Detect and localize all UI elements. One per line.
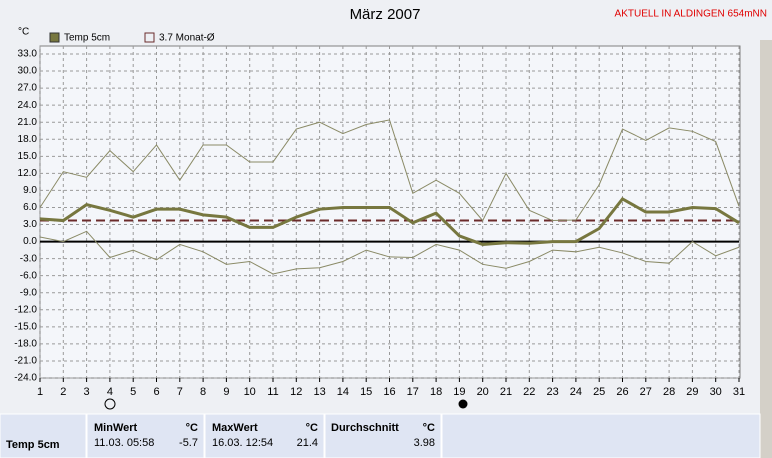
y-tick-label: 30.0 [18,66,38,77]
x-tick-label: 28 [663,386,675,398]
legend-swatch [49,32,60,43]
series-line [39,197,740,246]
table-cell [441,413,761,458]
x-tick-label: 19 [453,386,465,398]
col-title: MaxWert [212,422,258,434]
col-title: Durchschnitt [331,422,399,434]
col-unit: °C [423,422,435,434]
moon-icon [104,398,116,410]
y-tick-label: 21.0 [18,117,38,128]
row-label: Temp 5cm [6,439,60,451]
col-value: -5.7 [179,437,198,449]
x-tick-label: 25 [593,386,605,398]
x-tick-label: 4 [107,386,113,398]
y-tick-label: 3.0 [23,219,37,230]
legend-swatch [144,32,155,43]
y-tick-label: 0.0 [23,236,37,247]
y-tick-label: 18.0 [18,134,38,145]
y-tick-label: 15.0 [18,151,38,162]
x-tick-label: 17 [407,386,419,398]
x-tick-label: 29 [686,386,698,398]
x-tick-label: 5 [130,386,136,398]
y-tick-label: 12.0 [18,168,38,179]
table-cell [0,413,87,458]
series-line [39,230,740,275]
x-tick-label: 20 [477,386,489,398]
x-tick-label: 15 [360,386,372,398]
x-tick-label: 24 [570,386,582,398]
stats-table: Temp 5cm MinWert °C 11.03. 05:58 -5.7 Ma… [0,413,761,458]
y-tick-label: 9.0 [23,185,37,196]
x-tick-label: 6 [153,386,159,398]
legend-label: Temp 5cm [64,33,110,44]
x-tick-label: 8 [200,386,206,398]
x-tick-label: 3 [84,386,90,398]
x-tick-label: 22 [523,386,535,398]
col-value: 3.98 [414,437,435,449]
y-tick-label: 27.0 [18,83,38,94]
x-tick-label: 27 [640,386,652,398]
y-tick-label: 6.0 [23,202,37,213]
scroll-edge [760,40,772,458]
x-tick-label: 7 [177,386,183,398]
y-axis-label: °C [18,27,29,38]
x-tick-label: 23 [546,386,558,398]
annotation: AKTUELL IN ALDINGEN 654mNN [615,9,767,20]
x-tick-label: 1 [37,386,43,398]
x-tick-label: 18 [430,386,442,398]
x-tick-label: 13 [313,386,325,398]
y-tick-label: -12.0 [14,304,37,315]
table-cell [204,413,325,458]
x-tick-label: 14 [337,386,349,398]
x-tick-label: 26 [616,386,628,398]
x-tick-label: 30 [710,386,722,398]
x-tick-label: 21 [500,386,512,398]
y-tick-label: 24.0 [18,100,38,111]
y-tick-label: 33.0 [18,49,38,60]
x-tick-label: 12 [290,386,302,398]
y-tick-label: -9.0 [20,287,38,298]
x-tick-label: 10 [244,386,256,398]
x-tick-label: 16 [383,386,395,398]
col-value: 21.4 [297,437,318,449]
y-tick-label: -24.0 [14,373,37,384]
series-line [39,119,740,222]
x-tick-label: 11 [267,386,278,398]
x-tick-label: 2 [60,386,66,398]
x-tick-label: 9 [223,386,229,398]
table-cell [324,413,442,458]
y-tick-label: -6.0 [20,270,38,281]
chart-title: März 2007 [350,6,421,23]
x-tick-label: 31 [733,386,745,398]
col-unit: °C [306,422,318,434]
col-time: 11.03. 05:58 [94,437,154,449]
col-unit: °C [186,422,198,434]
table-cell [86,413,205,458]
moon-icon [458,399,468,409]
legend-label: 3.7 Monat-Ø [159,33,215,44]
col-time: 16.03. 12:54 [212,437,273,449]
y-tick-label: -15.0 [14,321,37,332]
y-tick-label: -21.0 [14,356,37,367]
y-tick-label: -3.0 [20,253,38,264]
col-title: MinWert [94,422,138,434]
y-tick-label: -18.0 [14,339,37,350]
